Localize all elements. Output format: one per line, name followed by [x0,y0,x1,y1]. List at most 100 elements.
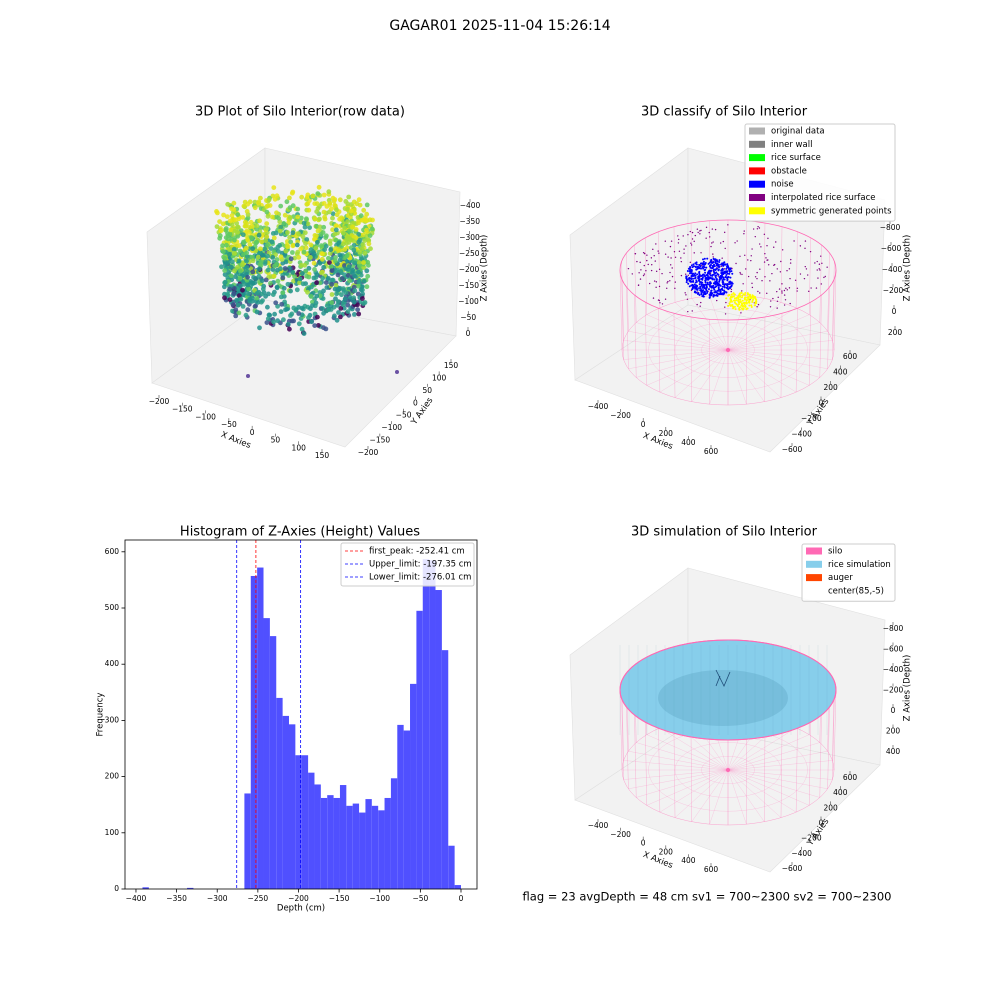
cloud-point [236,293,242,298]
surface-point [804,265,806,268]
generated-point [733,297,736,300]
cloud-point [272,311,277,317]
surface-point [724,247,726,250]
cloud-point [368,246,373,252]
silo-wire [832,278,835,360]
cloud-point [344,253,350,259]
x-tick-label: −100 [195,412,216,421]
bar [390,778,398,889]
cloud-point [328,303,334,309]
bar [422,559,430,889]
z-tick-label: −400 [460,201,481,210]
cloud-point [336,310,341,315]
noise-point [704,293,707,296]
axis-pane [151,299,457,448]
noise-point [716,264,719,267]
surface-point [674,256,677,258]
noise-point [726,283,729,286]
surface-point [750,255,752,257]
y-tick-label: −600 [782,864,803,873]
cloud-point [244,254,250,259]
cloud-point [281,221,287,226]
x-tick-label: −50 [412,894,428,903]
cloud-point [217,233,223,239]
noise-point [698,278,701,281]
generated-point [743,301,746,304]
generated-point [737,303,740,306]
silo-wire [626,252,629,332]
cloud-point [356,311,362,317]
generated-point [732,307,735,310]
cloud-point [217,219,223,225]
noise-point [698,263,701,266]
cloud-point [240,215,246,220]
cloud-point [351,220,357,226]
bar [397,724,404,889]
cloud-point [327,200,333,206]
surface-point [804,247,806,250]
surface-point [747,275,750,278]
surface-point [691,238,694,240]
cloud-point [265,316,271,322]
silo-wire [658,728,661,813]
x-tick-label: −200 [610,830,631,839]
x-axis-label: X Axies [219,430,252,451]
surface-point [779,271,782,273]
surface-point [661,272,663,275]
cloud-point [271,185,277,191]
cloud-point [306,207,312,213]
surface-point [650,269,653,272]
cloud-point [362,215,368,221]
noise-point [686,278,689,281]
silo-wire [780,313,783,398]
noise-point [709,294,712,297]
cloud-point [301,220,307,226]
silo-wire [827,707,830,789]
bar [429,560,436,889]
noise-point [714,276,717,279]
noise-point [689,272,692,275]
cloud-point [265,304,270,310]
cloud-point [288,239,294,245]
cloud-point [356,260,362,266]
cloud-point [327,260,332,265]
cloud-point [241,203,247,209]
noise-point [693,277,696,280]
cloud-point [334,317,340,323]
cloud-point [231,291,237,297]
generated-point [729,297,732,300]
silo-wire [621,698,624,780]
noise-point [695,268,698,271]
cloud-point [358,213,364,219]
surface-point [638,272,640,274]
bar [378,810,385,889]
surface-point [783,289,786,292]
silo-wire [832,698,835,780]
cloud-point [351,299,357,305]
cloud-point [273,300,279,306]
surface-point [751,248,753,250]
cloud-point [320,296,326,301]
noise-point [719,263,722,266]
cloud-point [352,260,357,265]
cloud-point [251,275,256,280]
noise-point [688,276,691,279]
cloud-point [235,212,241,218]
cloud-point [230,259,235,265]
rice-hollow [658,670,788,726]
cloud-point [237,275,243,281]
cloud-point [305,289,310,295]
cloud-point [260,298,265,303]
x-tick-label: −200 [149,397,170,406]
noise-point [726,279,729,282]
silo-wire [634,714,637,798]
surface-point [763,233,766,236]
cloud-point [227,218,233,224]
x-tick-label: −100 [369,894,390,903]
cloud-point [321,264,327,270]
cloud-point [278,294,284,300]
noise-point [723,289,726,292]
cloud-point [235,264,240,270]
noise-point [706,281,709,284]
cloud-point [264,209,270,215]
